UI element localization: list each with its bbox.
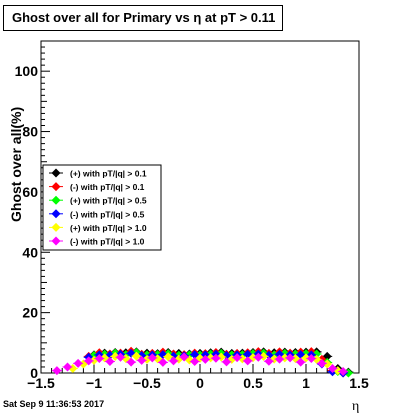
data-point xyxy=(131,351,141,361)
y-tick-label: 0 xyxy=(30,365,38,381)
data-point xyxy=(253,352,263,362)
x-tick-label: 0 xyxy=(196,375,204,391)
x-tick-label: 0.5 xyxy=(243,375,263,391)
x-tick-label: −1 xyxy=(86,375,102,391)
data-point xyxy=(317,358,327,368)
data-point xyxy=(116,352,125,362)
data-point xyxy=(84,356,94,366)
data-point xyxy=(169,356,178,366)
data-point xyxy=(211,353,221,363)
data-point xyxy=(190,357,200,367)
data-point xyxy=(158,357,168,367)
x-tick-label: 1.5 xyxy=(349,375,369,391)
data-point xyxy=(73,358,83,368)
y-tick-label: 20 xyxy=(22,305,38,321)
data-point xyxy=(105,357,115,367)
data-point xyxy=(338,366,348,376)
legend-label: (+) with pT/|q| > 0.5 xyxy=(70,196,147,206)
data-point xyxy=(296,357,306,367)
data-point xyxy=(232,353,242,363)
data-point xyxy=(126,357,136,367)
data-points xyxy=(51,346,354,378)
data-point xyxy=(137,350,147,360)
y-tick-label: 80 xyxy=(22,124,38,140)
data-point xyxy=(137,355,147,365)
data-point xyxy=(222,357,231,367)
y-tick-label: 60 xyxy=(22,184,38,200)
data-point xyxy=(52,366,62,376)
data-point xyxy=(163,352,173,362)
x-tick-label: −0.5 xyxy=(133,375,161,391)
legend-box xyxy=(42,164,162,251)
chart-title: Ghost over all for Primary vs η at pT > … xyxy=(3,5,283,31)
legend-marker xyxy=(51,209,61,219)
data-point xyxy=(264,356,274,366)
y-tick-label: 40 xyxy=(22,244,38,260)
data-point xyxy=(200,354,210,364)
x-tick-label: −1.5 xyxy=(27,375,55,391)
data-point xyxy=(147,353,157,363)
legend-marker xyxy=(51,222,61,232)
data-point xyxy=(328,363,337,373)
legend-marker xyxy=(51,195,61,205)
data-point xyxy=(179,352,189,362)
legend-marker xyxy=(51,236,61,246)
legend-label: (-) with pT/|q| > 0.1 xyxy=(70,182,145,192)
legend-label: (-) with pT/|q| > 0.5 xyxy=(70,209,145,219)
axis-tick-labels: −1.5 −1 −0.5 0 0.5 1 1.5 0 20 40 60 80 100 xyxy=(15,63,369,391)
legend-label: (+) with pT/|q| > 1.0 xyxy=(70,223,147,233)
x-axis-label: η xyxy=(352,399,359,414)
data-point xyxy=(243,356,253,366)
data-point xyxy=(322,359,332,369)
data-point xyxy=(63,362,72,372)
x-tick-label: 1 xyxy=(302,375,310,391)
datestamp: Sat Sep 9 11:36:53 2017 xyxy=(3,399,105,409)
legend-marker xyxy=(51,168,61,178)
data-point xyxy=(301,353,311,363)
legend-label: (+) with pT/|q| > 0.1 xyxy=(70,169,147,179)
legend: (+) with pT/|q| > 0.1 (-) with pT/|q| > 0… xyxy=(42,164,162,251)
data-point xyxy=(94,354,104,364)
data-point xyxy=(275,354,284,364)
legend-label: (-) with pT/|q| > 1.0 xyxy=(70,237,145,247)
legend-marker xyxy=(51,182,61,192)
y-axis-label: Ghost over all(%) xyxy=(8,107,24,222)
data-point xyxy=(306,354,316,364)
y-tick-label: 100 xyxy=(15,63,39,79)
data-point xyxy=(285,353,295,363)
